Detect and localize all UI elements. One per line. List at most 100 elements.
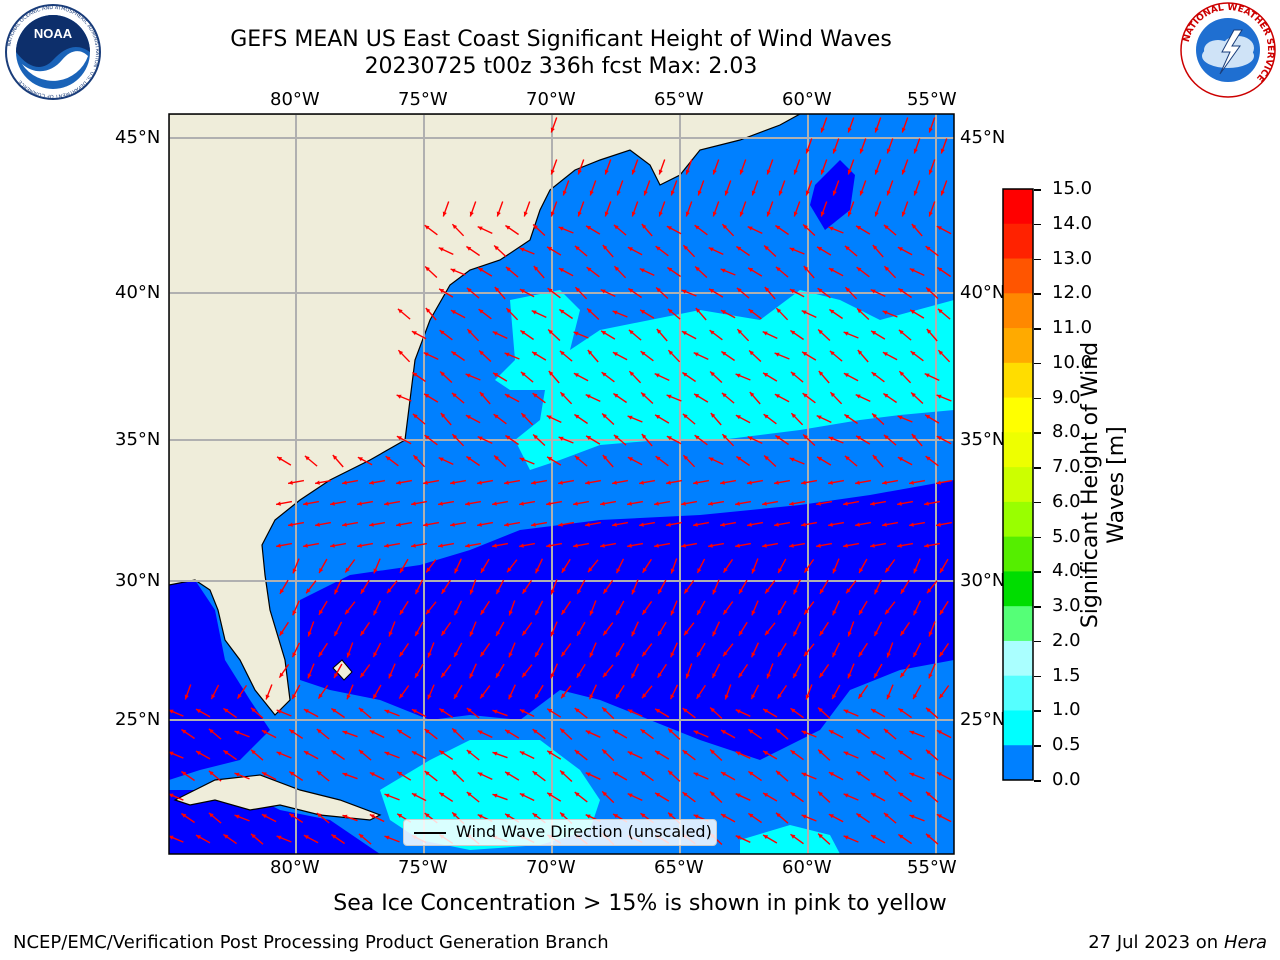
wave-direction-arrowhead: [667, 267, 673, 272]
wave-direction-arrowhead: [909, 814, 915, 819]
wave-direction-arrowhead: [789, 247, 795, 252]
wave-direction-arrowhead: [535, 652, 540, 657]
wave-direction-arrowhead: [413, 455, 419, 460]
wave-direction-arrowhead: [721, 814, 726, 819]
wave-direction-arrowhead: [196, 709, 201, 714]
wave-direction-arrowhead: [438, 247, 444, 252]
wave-direction-arrowhead: [723, 651, 728, 657]
wave-direction-arrowhead: [939, 651, 944, 657]
wave-direction-arrowhead: [909, 772, 915, 777]
wave-direction-arrowhead: [331, 750, 337, 755]
wave-direction-arrowhead: [913, 190, 918, 196]
wave-direction-arrowhead: [412, 413, 418, 419]
wave-direction-arrowhead: [856, 267, 862, 272]
wave-direction-arrowhead: [739, 588, 744, 594]
wave-direction-arrowhead: [655, 414, 661, 420]
wave-direction-arrowhead: [477, 814, 483, 819]
wave-direction-arrowhead: [805, 148, 810, 154]
wave-direction-arrowhead: [805, 694, 810, 700]
wave-direction-arrowhead: [937, 267, 943, 272]
lat-tick-left-35n: 35°N: [115, 429, 161, 450]
wave-direction-arrowhead: [640, 309, 646, 315]
land-bahamas: [332, 659, 353, 681]
wave-direction-arrowhead: [493, 414, 499, 419]
wave-direction-arrowhead: [369, 772, 375, 777]
wave-direction-arrowhead: [874, 127, 879, 133]
colorbar-cell: [1003, 258, 1033, 294]
wave-direction-arrowhead: [829, 350, 835, 356]
wave-direction-arrowhead: [723, 609, 728, 615]
wave-direction-arrowhead: [373, 568, 378, 574]
credit-date: 27 Jul 2023 on Hera: [1088, 932, 1267, 953]
wave-direction-arrowhead: [736, 246, 742, 251]
wave-direction-arrowhead: [804, 609, 809, 615]
wave-direction-arrowhead: [574, 750, 580, 755]
wave-direction-arrowhead: [289, 813, 295, 818]
wave-direction-arrowhead: [531, 310, 537, 315]
wave-direction-arrowhead: [924, 373, 930, 378]
wave-direction-arrowhead: [387, 588, 392, 594]
wave-direction-arrowhead: [276, 751, 282, 756]
wave-direction-arrowhead: [494, 245, 499, 251]
wave-direction-arrowhead: [369, 480, 374, 485]
wave-direction-arrowhead: [276, 543, 281, 548]
wave-direction-arrowhead: [505, 771, 511, 777]
wave-direction-arrowhead: [654, 543, 659, 548]
ocean-high-south-east: [740, 825, 840, 854]
wave-direction-arrowhead: [505, 813, 511, 819]
wave-direction-arrowhead: [169, 793, 174, 798]
wave-direction-arrowhead: [289, 729, 295, 734]
wave-direction-arrowhead: [532, 393, 538, 398]
wave-direction-arrowhead: [602, 245, 608, 250]
wave-direction-arrowhead: [735, 793, 741, 798]
wave-direction-arrowhead: [913, 652, 918, 658]
wave-direction-arrowhead: [871, 709, 876, 714]
ocean-high-region: [495, 290, 954, 470]
wave-direction-arrowhead: [820, 127, 825, 133]
wave-direction-arrowhead: [775, 435, 781, 440]
colorbar-tick-label: 7.0: [1052, 456, 1081, 478]
wave-direction-arrowhead: [751, 694, 756, 700]
wave-direction-arrowhead: [883, 812, 889, 818]
wave-direction-arrowhead: [847, 127, 852, 133]
wave-direction-arrowhead: [307, 631, 312, 637]
wave-direction-arrowhead: [910, 351, 916, 356]
ocean-low-caribbean: [169, 790, 380, 854]
wave-direction-arrowhead: [441, 630, 446, 636]
wave-direction-arrowhead: [657, 630, 663, 636]
wave-direction-arrowhead: [306, 588, 311, 594]
wave-direction-arrowhead: [859, 568, 864, 573]
wave-direction-arrowhead: [832, 148, 837, 154]
wave-direction-arrowhead: [465, 373, 471, 378]
wave-direction-arrowhead: [466, 792, 472, 797]
wave-direction-arrowhead: [452, 812, 457, 818]
wave-direction-arrowhead: [789, 457, 795, 462]
wave-direction-arrowhead: [926, 833, 931, 839]
wave-direction-arrowhead: [576, 672, 581, 678]
wave-direction-arrowhead: [724, 694, 729, 700]
wave-direction-arrowhead: [466, 456, 472, 461]
wave-direction-arrowhead: [857, 308, 862, 314]
wave-direction-arrowhead: [522, 588, 527, 594]
wave-direction-arrowhead: [940, 190, 945, 196]
wave-direction-arrowhead: [533, 224, 538, 230]
colorbar-tick-label: 6.0: [1052, 490, 1081, 512]
wave-direction-arrowhead: [613, 224, 619, 230]
wave-direction-arrowhead: [439, 708, 445, 713]
wave-direction-arrowhead: [925, 456, 931, 461]
wave-direction-arrowhead: [496, 211, 501, 217]
wave-direction-arrowhead: [857, 350, 863, 355]
wave-direction-arrowhead: [693, 814, 699, 819]
wave-direction-arrowhead: [735, 415, 741, 420]
colorbar-label-line1: Significant Height of Wind: [1078, 341, 1103, 629]
wave-direction-arrowhead: [577, 589, 582, 595]
wave-direction-arrowhead: [600, 501, 605, 506]
wave-direction-arrowhead: [373, 694, 378, 699]
wave-direction-arrowhead: [898, 708, 904, 713]
wave-direction-arrowhead: [910, 309, 916, 315]
wave-direction-arrowhead: [640, 351, 646, 356]
wave-direction-arrowhead: [477, 226, 483, 231]
wave-direction-arrowhead: [574, 708, 580, 713]
wave-direction-arrowhead: [612, 352, 618, 357]
wave-direction-arrowhead: [424, 771, 430, 776]
